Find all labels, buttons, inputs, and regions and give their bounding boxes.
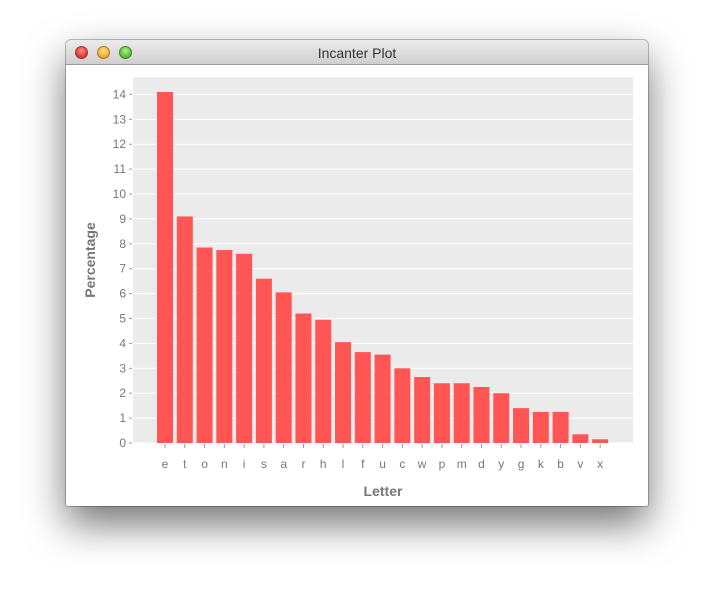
x-tick-label: m (457, 457, 467, 471)
y-tick-label: 5 (119, 312, 126, 326)
bar-m (453, 383, 470, 443)
bar-f (354, 352, 371, 443)
y-tick-label: 7 (119, 262, 126, 276)
x-tick-label: u (379, 457, 386, 471)
x-tick-label: b (557, 457, 564, 471)
bar-s (255, 278, 272, 443)
window-title: Incanter Plot (317, 45, 397, 61)
y-tick-label: 10 (113, 187, 127, 201)
y-tick-label: 3 (119, 361, 126, 375)
x-tick-label: o (201, 457, 208, 471)
bar-o (196, 247, 213, 443)
bar-v (572, 434, 589, 443)
x-tick-label: x (597, 457, 603, 471)
bar-g (513, 408, 530, 443)
x-tick-label: a (280, 457, 287, 471)
x-tick-label: y (498, 457, 504, 471)
y-axis-title: Percentage (82, 222, 98, 298)
x-tick-label: n (221, 457, 228, 471)
y-tick-label: 0 (119, 436, 126, 450)
x-tick-label: p (439, 457, 446, 471)
bar-u (374, 354, 391, 443)
x-tick-label: w (417, 457, 427, 471)
bar-h (315, 319, 332, 443)
y-tick-label: 11 (114, 162, 127, 176)
bar-x (592, 439, 609, 443)
x-axis-title: Letter (364, 483, 403, 499)
x-tick-label: c (399, 457, 405, 471)
bar-a (275, 292, 292, 443)
bar-d (473, 386, 490, 443)
x-tick-label: f (361, 457, 365, 471)
bar-c (394, 368, 411, 443)
x-tick-label: v (577, 457, 583, 471)
close-window-button[interactable] (75, 46, 88, 59)
bar-n (216, 250, 233, 443)
y-tick-label: 6 (119, 287, 126, 301)
y-tick-label: 8 (119, 237, 126, 251)
minimize-window-button[interactable] (97, 46, 110, 59)
y-tick-label: 14 (113, 87, 127, 101)
x-tick-label: d (478, 457, 485, 471)
y-tick-label: 9 (119, 212, 126, 226)
bar-l (335, 342, 352, 443)
x-tick-label: g (518, 457, 525, 471)
bar-t (176, 216, 193, 443)
x-tick-label: e (162, 457, 169, 471)
x-tick-label: k (538, 457, 545, 471)
x-tick-label: l (342, 457, 345, 471)
title-bar[interactable]: Incanter Plot (66, 40, 648, 65)
bar-k (532, 411, 549, 443)
bar-p (433, 383, 450, 443)
bar-e (157, 91, 173, 443)
bar-y (493, 393, 510, 443)
bar-i (236, 253, 253, 443)
x-tick-label: i (243, 457, 246, 471)
x-tick-label: h (320, 457, 327, 471)
y-tick-label: 2 (119, 386, 126, 400)
bar-b (552, 411, 569, 443)
bar-w (414, 377, 431, 443)
x-tick-label: t (183, 457, 187, 471)
bars (157, 91, 609, 443)
x-tick-label: s (261, 457, 267, 471)
x-tick-label: r (301, 457, 305, 471)
y-tick-label: 13 (113, 112, 127, 126)
bar-r (295, 313, 312, 443)
y-tick-label: 4 (119, 336, 126, 350)
y-tick-label: 12 (113, 137, 127, 151)
zoom-window-button[interactable] (119, 46, 132, 59)
y-tick-label: 1 (119, 411, 126, 425)
